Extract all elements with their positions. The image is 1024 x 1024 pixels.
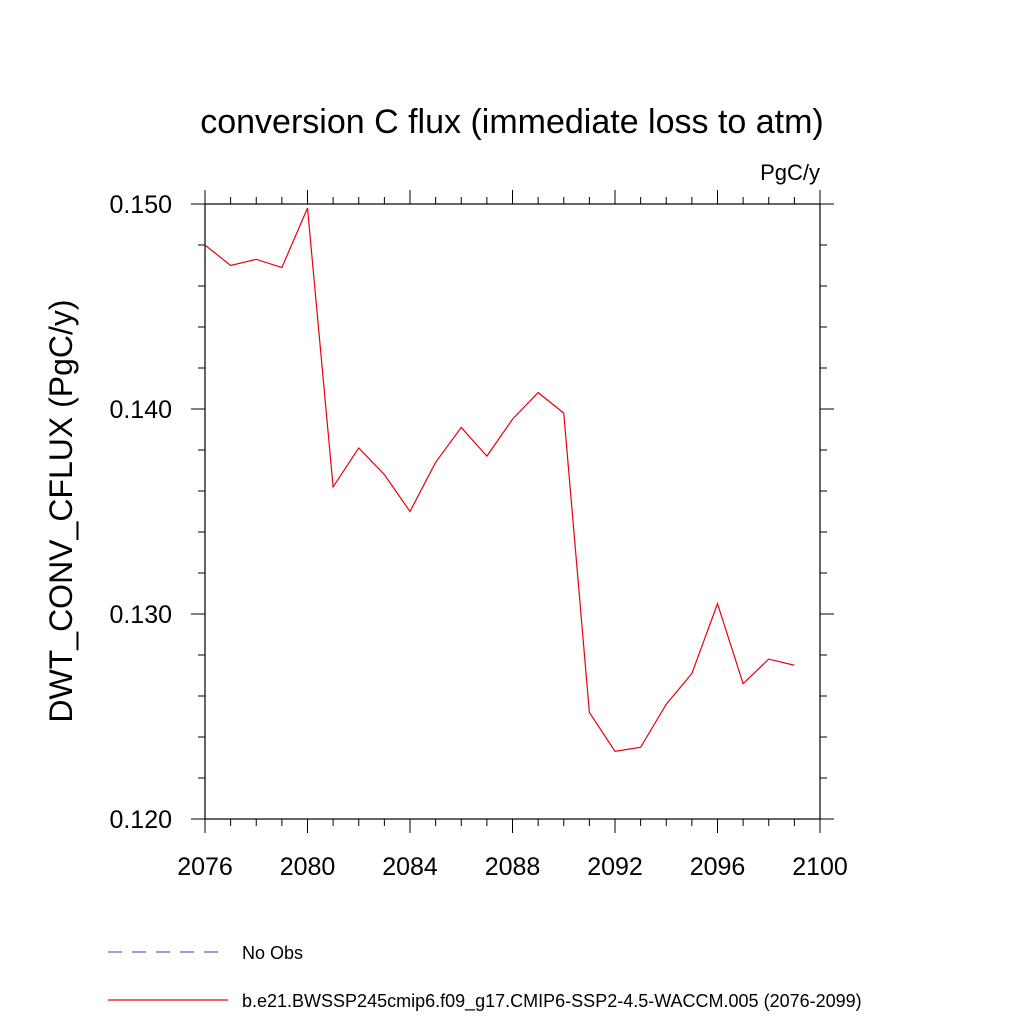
y-tick-label: 0.120 [109, 806, 172, 834]
x-tick-label: 2100 [792, 853, 848, 881]
x-tick-label: 2088 [485, 853, 541, 881]
x-tick-label: 2092 [587, 853, 643, 881]
legend: No Obs b.e21.BWSSP245cmip6.f09_g17.CMIP6-… [108, 943, 862, 1012]
units-label: PgC/y [760, 160, 820, 185]
x-tick-label: 2084 [382, 853, 438, 881]
x-axis-ticks: 2076 2080 2084 2088 2092 2096 2100 [177, 190, 848, 881]
y-tick-label: 0.130 [109, 601, 172, 629]
legend-label: b.e21.BWSSP245cmip6.f09_g17.CMIP6-SSP2-4… [242, 991, 862, 1012]
y-tick-label: 0.150 [109, 191, 172, 219]
series-layer [204, 207, 795, 753]
x-tick-label: 2080 [280, 853, 336, 881]
x-tick-label: 2096 [690, 853, 746, 881]
chart-title: conversion C flux (immediate loss to atm… [200, 103, 824, 141]
x-tick-label: 2076 [177, 853, 233, 881]
legend-label: No Obs [242, 943, 303, 963]
y-axis-ticks: 0.120 0.130 0.140 0.150 [109, 191, 834, 834]
plot-frame [204, 203, 821, 820]
y-tick-label: 0.140 [109, 396, 172, 424]
series-line-1 [204, 207, 795, 753]
y-axis-label: DWT_CONV_CFLUX (PgC/y) [43, 299, 79, 722]
